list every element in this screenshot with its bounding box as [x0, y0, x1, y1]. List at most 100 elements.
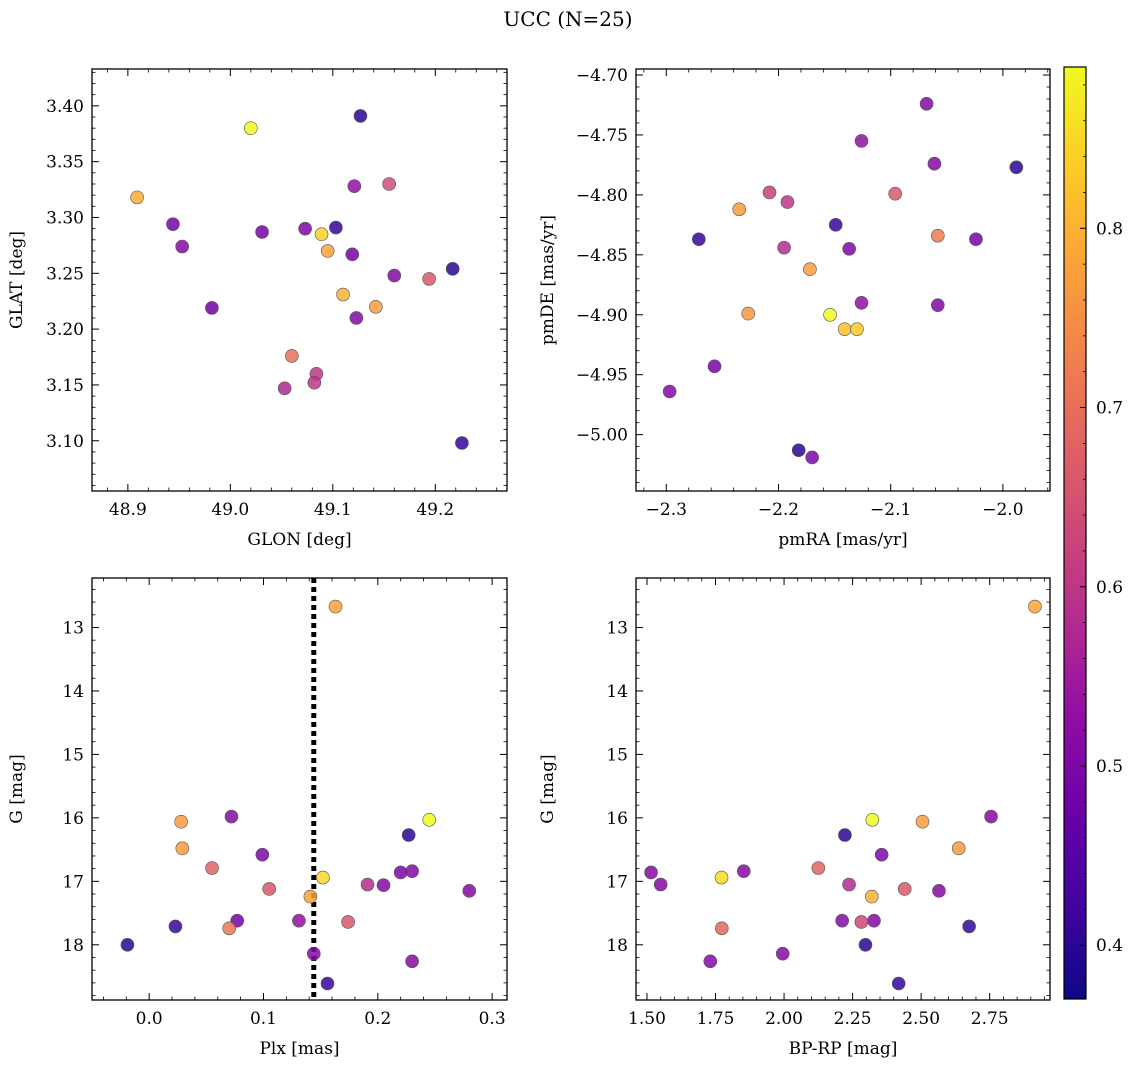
data-point [692, 232, 706, 247]
data-point [662, 384, 677, 399]
y-tick-label: 3.10 [46, 432, 84, 452]
data-point [462, 884, 477, 898]
x-tick-label: 49.0 [211, 500, 249, 520]
data-point [969, 232, 983, 247]
y-tick-label: −4.85 [576, 246, 628, 266]
y-tick-label: 14 [62, 682, 84, 702]
data-point [306, 946, 321, 961]
data-point [345, 247, 360, 262]
data-point [931, 298, 945, 312]
data-point [780, 195, 795, 209]
data-point [888, 186, 902, 201]
x-axis-label: Plx [mas] [259, 1039, 339, 1059]
y-tick-label: 17 [606, 872, 628, 892]
data-point [823, 307, 837, 322]
data-point [353, 109, 368, 123]
data-point [285, 349, 299, 363]
x-tick-label: 0.3 [479, 1009, 506, 1029]
data-point [1028, 599, 1042, 614]
y-tick-label: 3.40 [46, 97, 84, 117]
data-point [376, 878, 391, 892]
y-tick-label: −5.00 [576, 426, 628, 446]
data-point [382, 177, 396, 191]
data-point [175, 841, 190, 856]
colorbar-tick-label: 0.6 [1096, 578, 1123, 598]
data-point [205, 301, 219, 315]
data-point [175, 239, 189, 254]
data-point [341, 915, 355, 929]
data-point [298, 221, 312, 236]
data-point [854, 295, 869, 310]
data-point [387, 268, 402, 283]
data-point [838, 828, 852, 842]
y-tick-label: 3.25 [46, 264, 84, 284]
y-tick-label: 16 [606, 809, 628, 829]
data-point [292, 913, 306, 928]
y-axis-label: G [mag] [538, 754, 558, 823]
data-point [405, 864, 419, 878]
data-point [715, 921, 729, 936]
data-point [224, 809, 239, 824]
x-tick-label: 1.75 [697, 1009, 735, 1029]
data-point [867, 913, 881, 928]
data-point [336, 287, 350, 302]
data-point [865, 812, 880, 827]
y-tick-label: 13 [606, 618, 628, 638]
data-point [120, 937, 135, 952]
y-tick-label: 17 [62, 872, 84, 892]
data-point [703, 954, 718, 969]
data-point [314, 227, 329, 242]
data-point [277, 381, 292, 396]
panel-proper-motion: −2.3 −2.2 −2.1 −2.0 −5.00 −4.95 −4.90 −4.85 −4.8… [538, 66, 1051, 550]
data-point [320, 244, 335, 258]
data-point [835, 913, 849, 928]
y-tick-label: 18 [606, 936, 628, 956]
y-axis-label: G [mag] [7, 754, 27, 823]
colorbar: 0.4 0.5 0.6 0.7 0.8 [1063, 66, 1123, 1000]
data-point [401, 828, 416, 842]
data-point [166, 217, 180, 231]
data-point [919, 96, 934, 111]
data-point [222, 921, 236, 936]
y-tick-label: 3.35 [46, 153, 84, 173]
data-point [369, 299, 383, 314]
x-tick-label: 2.00 [765, 1009, 803, 1029]
data-point [932, 884, 946, 898]
data-point [775, 946, 790, 961]
data-point [850, 322, 864, 336]
data-point [255, 847, 270, 862]
data-point [360, 877, 375, 892]
x-axis-label: BP-RP [mag] [789, 1039, 898, 1059]
data-point [803, 262, 817, 277]
data-point [951, 841, 966, 856]
data-point [791, 443, 806, 458]
data-point [320, 976, 335, 991]
data-point [393, 865, 408, 880]
data-point [130, 190, 144, 205]
data-point [307, 375, 322, 390]
axes-frame [635, 577, 1051, 1001]
data-point [168, 919, 183, 934]
y-axis-label: pmDE [mas/yr] [538, 215, 558, 345]
data-point [303, 889, 318, 904]
y-tick-label: −4.75 [576, 126, 628, 146]
data-point [858, 937, 873, 952]
data-point [811, 861, 826, 875]
data-point [445, 262, 460, 276]
panel-position: 48.9 49.0 49.1 49.2 3.10 3.15 3.20 3.25 3.30 3.35… [7, 68, 508, 550]
data-point [842, 877, 856, 892]
data-point [984, 809, 998, 824]
data-point [644, 865, 658, 880]
data-point [864, 889, 879, 904]
data-point [329, 220, 343, 235]
y-tick-label: 15 [606, 745, 628, 765]
data-point [653, 877, 668, 892]
data-point [255, 225, 269, 239]
y-tick-label: 15 [62, 745, 84, 765]
data-point [736, 864, 751, 878]
data-point [915, 814, 930, 829]
y-tick-label: 16 [62, 809, 84, 829]
data-point [842, 242, 856, 256]
data-point [405, 954, 419, 969]
